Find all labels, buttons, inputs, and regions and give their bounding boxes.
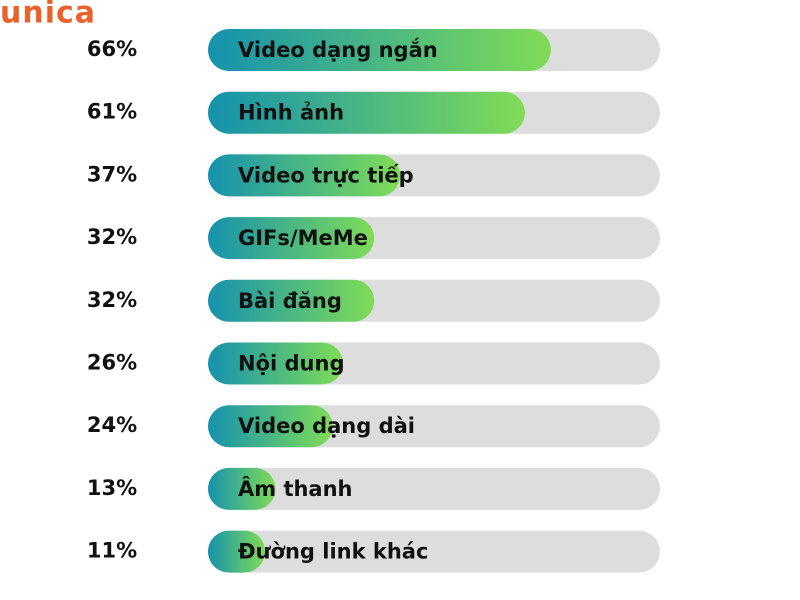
- bar: [208, 217, 375, 260]
- value-label: 13%: [87, 476, 137, 500]
- category-label: Hình ảnh: [238, 101, 344, 125]
- category-label: Video dạng dài: [238, 414, 415, 438]
- bar-track: [208, 467, 660, 510]
- category-label: Âm thanh: [238, 476, 353, 501]
- bar-track: [208, 530, 660, 573]
- value-label: 24%: [87, 413, 137, 437]
- value-label: 11%: [87, 539, 137, 563]
- bar: [208, 467, 276, 510]
- category-label: Nội dung: [238, 352, 344, 376]
- bar: [208, 154, 401, 197]
- value-label: 61%: [87, 100, 137, 124]
- bar: [208, 342, 344, 385]
- category-label: Video trực tiếp: [238, 163, 414, 187]
- category-label: Đường link khác: [238, 540, 428, 564]
- bar: [208, 405, 333, 448]
- bar: [208, 91, 525, 134]
- value-label: 37%: [87, 162, 137, 186]
- bar: [208, 279, 375, 322]
- category-label: Bài đăng: [238, 289, 342, 313]
- category-label: GIFs/MeMe: [238, 226, 368, 250]
- value-label: 26%: [87, 351, 137, 375]
- value-label: 32%: [87, 225, 137, 249]
- value-label: 66%: [87, 37, 137, 61]
- bar: [208, 530, 266, 573]
- category-label: Video dạng ngắn: [238, 37, 438, 62]
- bar: [208, 29, 551, 71]
- logo: unica: [0, 0, 96, 31]
- value-label: 32%: [87, 288, 137, 312]
